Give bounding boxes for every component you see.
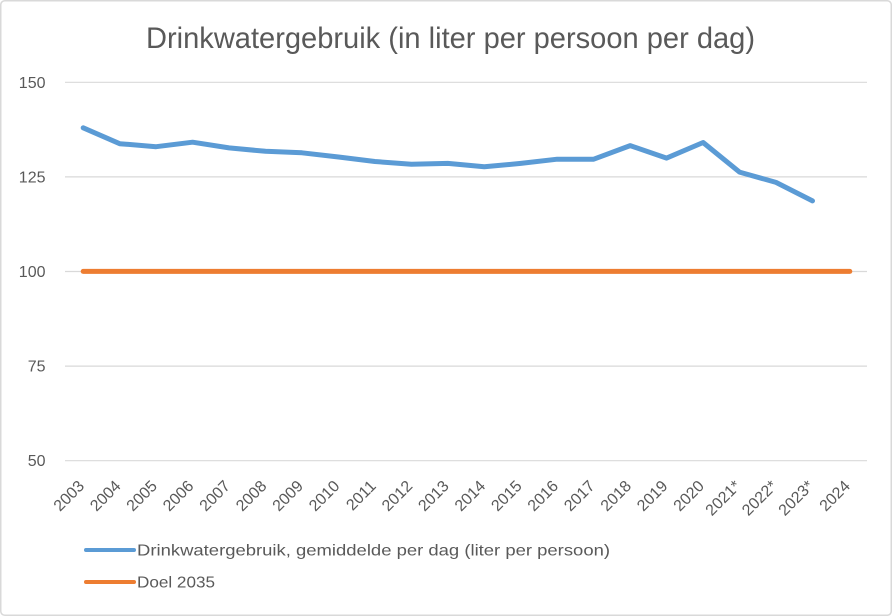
svg-text:75: 75: [28, 359, 46, 376]
svg-text:Doel 2035: Doel 2035: [137, 574, 215, 591]
svg-text:50: 50: [28, 453, 46, 470]
svg-text:Drinkwatergebruik (in liter pe: Drinkwatergebruik (in liter per persoon …: [146, 22, 755, 55]
svg-text:150: 150: [19, 75, 46, 92]
svg-text:100: 100: [19, 264, 46, 281]
svg-text:125: 125: [19, 169, 46, 186]
svg-text:Drinkwatergebruik, gemiddelde: Drinkwatergebruik, gemiddelde per dag (l…: [137, 542, 610, 559]
